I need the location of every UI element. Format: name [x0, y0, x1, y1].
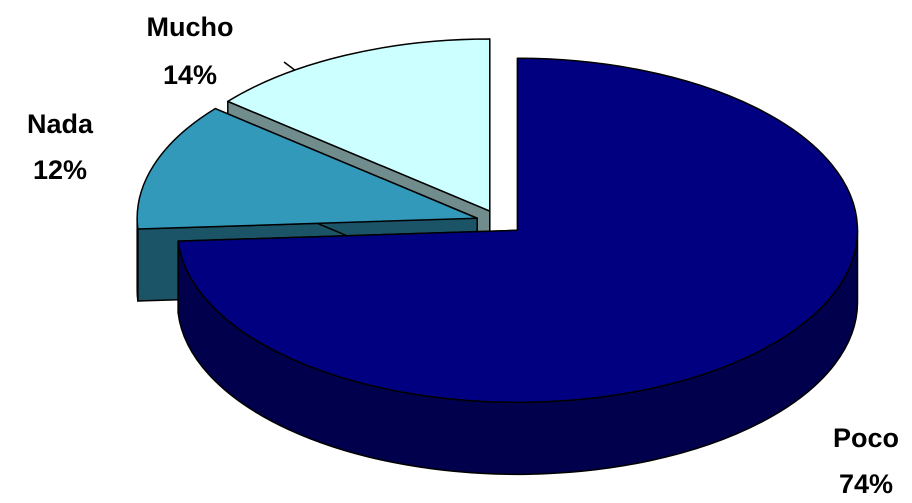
- category-label: Mucho: [147, 12, 234, 42]
- slice: [136, 107, 478, 230]
- value-label: 74%: [839, 469, 893, 499]
- value-label: 14%: [163, 60, 217, 90]
- category-label: Nada: [27, 109, 94, 139]
- slice: [227, 38, 491, 212]
- value-label: 12%: [33, 155, 87, 185]
- slice-side: [136, 217, 139, 302]
- slice: [177, 57, 859, 404]
- category-label: Poco: [833, 423, 899, 453]
